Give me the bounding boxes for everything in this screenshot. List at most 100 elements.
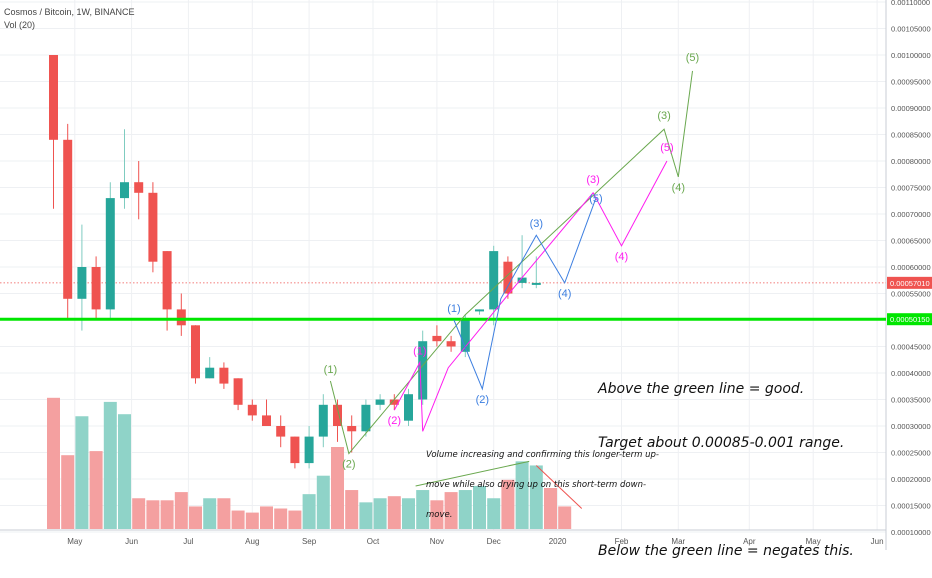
wave-blue-label: (1) [447, 303, 460, 315]
wave-green-path [329, 70, 693, 455]
candle-body [503, 261, 513, 294]
wave-green-label: (4) [672, 182, 685, 194]
volume-bar [274, 508, 288, 529]
x-tick-label: Sep [302, 537, 317, 546]
volume-bar [47, 397, 60, 529]
wave-blue-label: (5) [589, 193, 602, 205]
volume-bar [473, 485, 486, 529]
volume-trendline [415, 460, 530, 487]
x-tick-label: Jun [871, 537, 884, 546]
x-tick-label: Nov [430, 537, 444, 546]
candle-body [347, 426, 357, 432]
wave-magenta-label: (3) [586, 174, 599, 186]
volume-bar [217, 498, 231, 529]
y-tick-label: 0.00090000 [891, 104, 931, 113]
support-price-tag: 0.00050150 [890, 315, 930, 324]
candle-body [304, 436, 314, 464]
volume-note: Volume increasing and confirming this lo… [426, 450, 659, 520]
y-tick-label: 0.00075000 [891, 184, 931, 193]
y-tick-label: 0.00010000 [891, 528, 931, 537]
candle-body [262, 415, 271, 426]
y-tick-label: 0.00085000 [891, 131, 931, 140]
volume-bar [402, 498, 415, 529]
volume-bar [146, 500, 160, 529]
wave-blue-path [453, 197, 597, 391]
wave-green-label: (1) [324, 364, 337, 376]
candle-body [191, 325, 200, 379]
y-tick-label: 0.00095000 [891, 78, 931, 87]
y-tick-label: 0.00065000 [891, 237, 931, 246]
volume-bar [373, 498, 387, 529]
x-tick-label: Jun [125, 537, 138, 546]
volume-bar [316, 475, 330, 529]
x-tick-label: May [67, 537, 82, 546]
volume-bar [75, 416, 89, 529]
candle-body [361, 404, 371, 432]
volume-bar [61, 455, 75, 529]
candle-body [162, 251, 172, 310]
volume-bar [387, 496, 401, 529]
wave-magenta-path [393, 160, 668, 432]
y-tick-label: 0.00045000 [891, 343, 931, 352]
candle-body [176, 309, 186, 326]
price-chart[interactable]: (1) (2) (3) (4) (5) (1) (2) (3) (4) (5) (1) (2) (3) (… [0, 0, 932, 550]
y-tick-label: 0.00070000 [891, 210, 931, 219]
volume-bar [529, 465, 543, 529]
candle-body [318, 404, 328, 437]
y-tick-label: 0.00035000 [891, 396, 931, 405]
volume-bar [515, 461, 529, 529]
wave-green-label: (2) [342, 459, 355, 471]
volume-bar [89, 451, 103, 529]
candle-body [276, 426, 286, 437]
y-tick-label: 0.00080000 [891, 157, 931, 166]
last-price-tag: 0.00057010 [890, 279, 930, 288]
x-tick-label: May [806, 537, 821, 546]
last-price-tag-bg [887, 276, 932, 289]
volume-bar [160, 500, 174, 529]
candle-body [475, 309, 484, 312]
volume-bar [302, 494, 316, 529]
candle-body [531, 282, 541, 285]
support-price-tag-bg [887, 313, 932, 326]
candle-body [120, 182, 129, 199]
y-tick-label: 0.00110000 [891, 0, 930, 7]
candle-body [247, 404, 257, 416]
x-tick-label: Oct [367, 537, 380, 546]
x-tick-label: Jul [183, 537, 193, 546]
candle-body [219, 367, 229, 384]
candle-body [63, 139, 73, 299]
y-tick-label: 0.00030000 [891, 422, 931, 431]
candle-body [333, 404, 342, 426]
candle-body [404, 394, 413, 421]
y-tick-label: 0.00060000 [891, 263, 931, 272]
candle-body [375, 399, 385, 405]
wave-magenta-label: (1) [413, 345, 426, 357]
wave-magenta-label: (5) [660, 142, 673, 154]
x-tick-label: 2020 [549, 537, 567, 546]
candle-body [105, 198, 115, 310]
volume-bar [558, 506, 572, 529]
candle-body [233, 378, 243, 405]
volume-bars [47, 397, 572, 529]
wave-green-label: (5) [686, 52, 699, 64]
candle-body [77, 267, 87, 299]
y-tick-label: 0.00020000 [891, 475, 931, 484]
candle-body [49, 55, 58, 140]
y-tick-label: 0.00025000 [891, 449, 931, 458]
candle-body [517, 277, 527, 283]
candle-body [91, 267, 101, 310]
volume-bar [260, 506, 273, 529]
volume-bar [331, 447, 344, 529]
candle-body [460, 320, 470, 352]
symbol-title: Cosmos / Bitcoin, 1W, BINANCE [4, 7, 135, 17]
x-tick-label: Apr [743, 537, 756, 546]
candle-body [432, 335, 442, 342]
volume-bar [444, 492, 458, 529]
candle-body [418, 341, 428, 400]
wave-blue-label: (2) [476, 394, 489, 406]
x-tick-label: Mar [671, 537, 685, 546]
volume-bar [359, 502, 373, 529]
volume-bar [416, 490, 430, 529]
y-tick-label: 0.00040000 [891, 369, 931, 378]
volume-bar [189, 506, 202, 529]
